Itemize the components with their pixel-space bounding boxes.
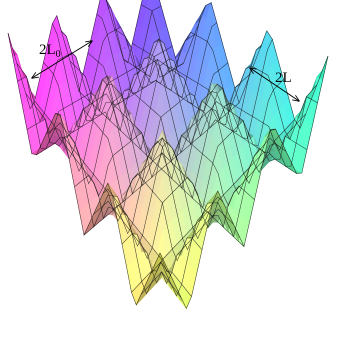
mesh-line	[61, 30, 224, 240]
mesh-line	[69, 61, 234, 229]
left-dimension-arrow	[32, 41, 92, 78]
mesh-line	[159, 0, 329, 129]
right-dimension-label: 2L	[275, 70, 292, 86]
left-dimension-label: 2L0	[39, 42, 61, 60]
right-dimension-arrow	[250, 68, 299, 101]
mesh-line	[132, 43, 308, 151]
mesh-line	[78, 91, 245, 247]
mesh-line	[106, 0, 276, 185]
mesh-line	[96, 13, 266, 196]
wavy-surface-mesh	[7, 0, 329, 310]
mesh-line	[25, 93, 182, 298]
mesh-line	[16, 63, 171, 295]
mesh-line	[43, 62, 203, 262]
mesh-line	[114, 28, 287, 174]
mesh-line	[7, 32, 161, 306]
mesh-line	[87, 52, 255, 207]
mesh-line	[123, 58, 297, 174]
mesh-line	[34, 100, 192, 297]
mesh-line	[140, 4, 318, 140]
mesh-line	[52, 23, 213, 251]
